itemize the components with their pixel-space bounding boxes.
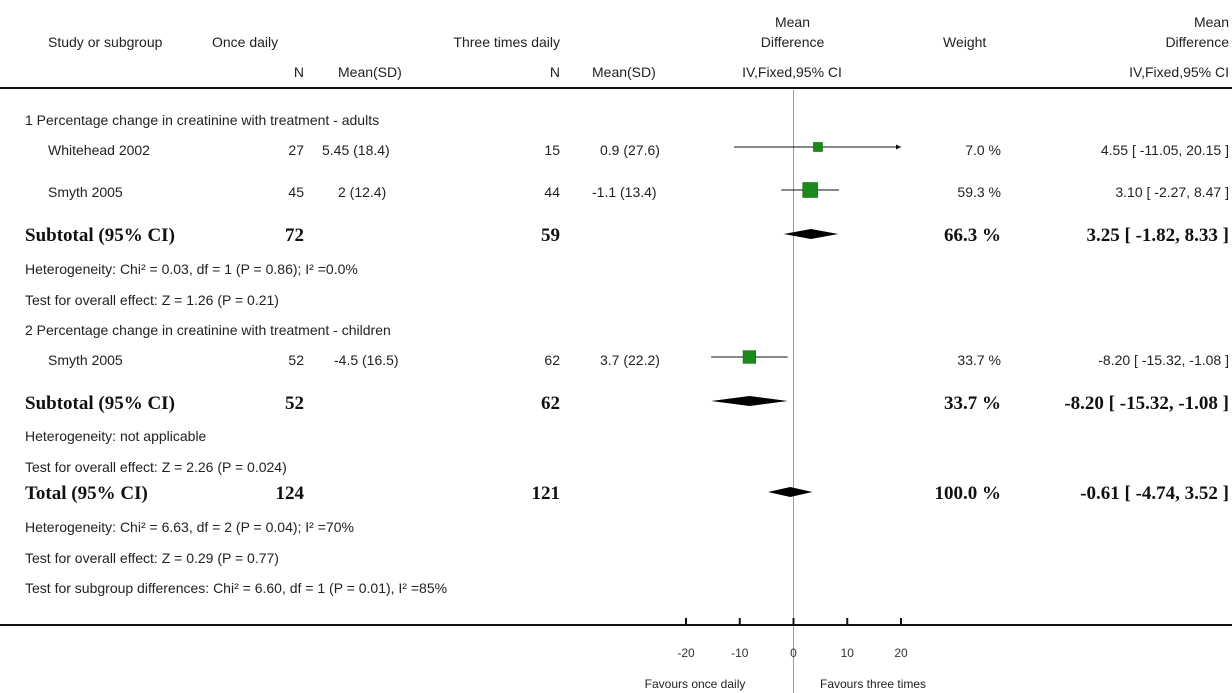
x-tick-label: -10: [731, 646, 749, 660]
study-weight: 33.7 %: [957, 352, 1001, 368]
header-n1: N: [293, 64, 304, 80]
header-weight: Weight: [943, 34, 987, 50]
study-name: Smyth 2005: [48, 184, 123, 200]
total-weight: 100.0 %: [934, 483, 1002, 504]
study-n1: 45: [288, 184, 304, 200]
study-n2: 44: [544, 184, 560, 200]
study-weight: 7.0 %: [965, 142, 1001, 158]
ci-arrow: [896, 144, 901, 150]
study-n2: 62: [544, 352, 560, 368]
study-mean2: -1.1 (13.4): [592, 184, 657, 200]
study-name: Whitehead 2002: [48, 142, 150, 158]
favours-right-label: Favours three times: [820, 677, 927, 691]
subtotal-n1: 52: [285, 393, 304, 414]
study-ci: -8.20 [ -15.32, -1.08 ]: [1098, 352, 1229, 368]
subtotal-weight: 33.7 %: [944, 393, 1001, 414]
subtotal-n2: 59: [541, 225, 560, 246]
study-marker: [802, 182, 818, 198]
study-n2: 15: [544, 142, 560, 158]
header-group1: Once daily: [212, 34, 279, 50]
header-md-method: IV,Fixed,95% CI: [1129, 64, 1229, 80]
study-n1: 52: [288, 352, 304, 368]
study-mean1: 2 (12.4): [338, 184, 387, 200]
header-md-plot-1: Mean: [774, 14, 811, 30]
pooled-diamond: [711, 396, 788, 406]
study-marker: [813, 142, 823, 152]
subgroup-differences-text: Test for subgroup differences: Chi² = 6.…: [25, 580, 448, 596]
pooled-diamond: [783, 229, 839, 239]
x-tick-label: 0: [790, 646, 797, 660]
total-overall-effect-text: Test for overall effect: Z = 0.29 (P = 0…: [25, 550, 279, 566]
subtotal-label: Subtotal (95% CI): [25, 393, 175, 414]
total-label: Total (95% CI): [25, 483, 148, 504]
x-tick-label: 20: [894, 646, 908, 660]
heterogeneity-text: Heterogeneity: not applicable: [25, 428, 207, 444]
study-ci: 3.10 [ -2.27, 8.47 ]: [1115, 184, 1229, 200]
overall-effect-text: Test for overall effect: Z = 1.26 (P = 0…: [25, 292, 279, 308]
subtotal-ci: 3.25 [ -1.82, 8.33 ]: [1086, 225, 1229, 246]
subtotal-ci: -8.20 [ -15.32, -1.08 ]: [1064, 393, 1229, 414]
header-mean2: Mean(SD): [592, 64, 656, 80]
header-mean1: Mean(SD): [338, 64, 402, 80]
study-name: Smyth 2005: [48, 352, 123, 368]
x-tick-label: -20: [677, 646, 695, 660]
subtotal-label: Subtotal (95% CI): [25, 225, 175, 246]
study-mean1: -4.5 (16.5): [334, 352, 399, 368]
study-weight: 59.3 %: [957, 184, 1001, 200]
overall-effect-text: Test for overall effect: Z = 2.26 (P = 0…: [25, 459, 287, 475]
header-n2: N: [549, 64, 560, 80]
pooled-diamond: [768, 487, 813, 497]
header-md-2: Difference: [1165, 34, 1229, 50]
footer-divider: [0, 624, 1232, 626]
subtotal-n1: 72: [285, 225, 304, 246]
study-ci: 4.55 [ -11.05, 20.15 ]: [1100, 142, 1229, 158]
favours-left-label: Favours once daily: [644, 677, 746, 691]
study-n1: 27: [288, 142, 304, 158]
subtotal-n2: 62: [541, 393, 560, 414]
header-md-plot-2: Difference: [760, 34, 825, 50]
study-mean2: 3.7 (22.2): [600, 352, 660, 368]
header-group2: Three times daily: [453, 34, 560, 50]
group-1-title: 1 Percentage change in creatinine with t…: [25, 112, 380, 128]
total-n2: 121: [531, 483, 561, 504]
header-divider: [0, 87, 1232, 89]
header-study: Study or subgroup: [48, 34, 163, 50]
total-ci: -0.61 [ -4.74, 3.52 ]: [1080, 483, 1229, 504]
study-marker: [742, 350, 757, 364]
group-2-title: 2 Percentage change in creatinine with t…: [25, 322, 391, 338]
header-plot-method: IV,Fixed,95% CI: [742, 64, 842, 80]
x-tick-label: 10: [841, 646, 855, 660]
heterogeneity-text: Heterogeneity: Chi² = 0.03, df = 1 (P = …: [25, 261, 358, 277]
total-n1: 124: [275, 483, 305, 504]
study-mean2: 0.9 (27.6): [600, 142, 660, 158]
subtotal-weight: 66.3 %: [944, 225, 1001, 246]
study-mean1: 5.45 (18.4): [322, 142, 390, 158]
header-md-1: Mean: [1193, 14, 1229, 30]
total-heterogeneity-text: Heterogeneity: Chi² = 6.63, df = 2 (P = …: [25, 519, 354, 535]
